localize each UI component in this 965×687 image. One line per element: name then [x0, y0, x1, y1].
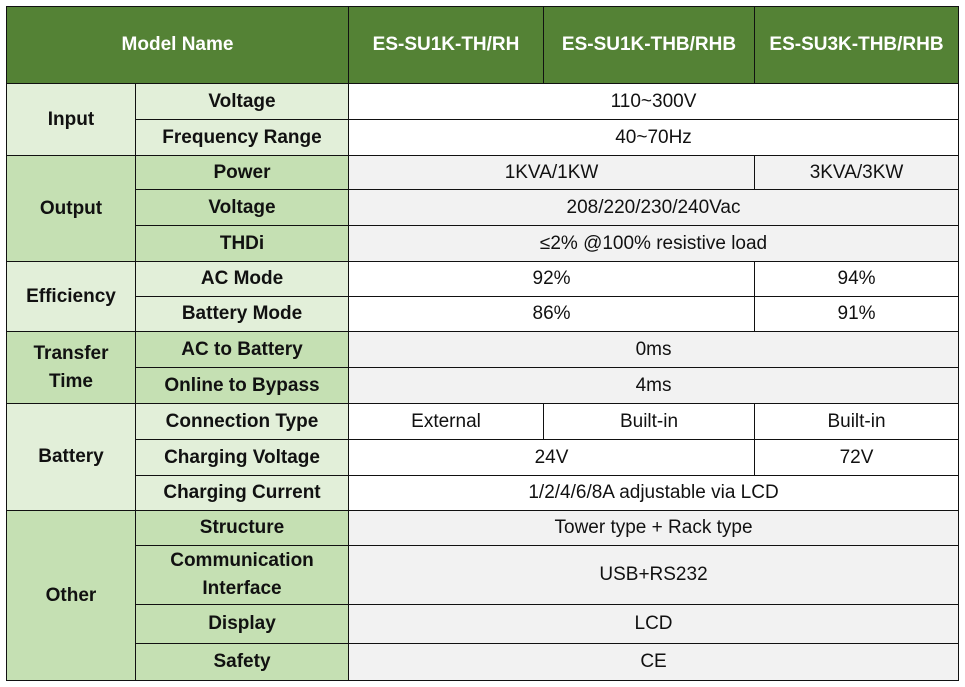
value-cell: Built-in [543, 403, 756, 440]
table-row: Safety CE [7, 643, 960, 681]
row-label: Voltage [134, 83, 350, 120]
value-cell: 3KVA/3KW [754, 155, 960, 190]
row-label: Frequency Range [134, 119, 350, 156]
value-cell: CE [348, 643, 960, 681]
value-cell: 24V [348, 439, 756, 476]
row-label: Voltage [134, 189, 350, 226]
value-cell: 94% [754, 261, 960, 297]
value-cell: 110~300V [348, 83, 960, 120]
table-row: Display LCD [7, 604, 960, 644]
value-cell: LCD [348, 604, 960, 644]
value-cell: External [348, 403, 545, 440]
value-cell: 40~70Hz [348, 119, 960, 156]
table-row: Battery Mode 86% 91% [7, 296, 960, 332]
header-row: Model Name ES-SU1K-TH/RH ES-SU1K-THB/RHB… [5, 6, 960, 84]
model-name-header: Model Name [5, 6, 350, 84]
table-row: Other Structure Tower type + Rack type [6, 510, 960, 681]
value-cell: 72V [754, 439, 960, 476]
table-row: Output Power 1KVA/1KW 3KVA/3KW [6, 155, 960, 262]
value-cell: 0ms [348, 331, 960, 368]
row-label: Display [134, 604, 350, 644]
row-label: AC to Battery [134, 331, 350, 368]
value-cell: 1/2/4/6/8A adjustable via LCD [348, 475, 960, 511]
value-cell: Built-in [754, 403, 960, 440]
table-row: Efficiency AC Mode 92% 94% [6, 261, 960, 332]
group-label: Transfer Time [6, 331, 136, 404]
row-label: THDi [134, 225, 350, 262]
group-label: Input [6, 83, 136, 156]
row-label: Battery Mode [134, 296, 350, 332]
value-cell: 91% [754, 296, 960, 332]
value-cell: ≤2% @100% resistive load [348, 225, 960, 262]
table-row: Battery Connection Type External Built-in Bu… [6, 403, 960, 511]
spec-table: Model Name ES-SU1K-TH/RH ES-SU1K-THB/RHB… [5, 6, 960, 681]
group-label: Battery [6, 403, 136, 511]
row-label: Charging Voltage [134, 439, 350, 476]
model-header: ES-SU3K-THB/RHB [754, 6, 960, 84]
row-label: Communication Interface [134, 545, 350, 605]
value-cell: USB+RS232 [348, 545, 960, 605]
group-label: Other [6, 510, 136, 681]
row-label: AC Mode [134, 261, 350, 297]
table-row: Input Voltage 110~300V [6, 83, 960, 156]
model-header: ES-SU1K-THB/RHB [543, 6, 756, 84]
value-cell: 92% [348, 261, 756, 297]
value-cell: 1KVA/1KW [348, 155, 756, 190]
row-label: Safety [134, 643, 350, 681]
group-label: Output [6, 155, 136, 262]
table-row: Communication Interface USB+RS232 [7, 545, 960, 605]
row-label: Connection Type [134, 403, 350, 440]
table-row: Charging Voltage 24V 72V [7, 439, 960, 476]
group-label: Efficiency [6, 261, 136, 332]
value-cell: 86% [348, 296, 756, 332]
table-row: Transfer Time AC to Battery 0ms [6, 331, 960, 404]
row-label: Charging Current [134, 475, 350, 511]
row-label: Structure [134, 510, 350, 546]
row-label: Online to Bypass [134, 367, 350, 404]
table-row: THDi ≤2% @100% resistive load [7, 225, 960, 262]
value-cell: Tower type + Rack type [348, 510, 960, 546]
table-row: Charging Current 1/2/4/6/8A adjustable vi… [7, 475, 960, 511]
row-label: Power [134, 155, 350, 190]
model-header: ES-SU1K-TH/RH [348, 6, 545, 84]
table-row: Voltage 208/220/230/240Vac [7, 189, 960, 226]
value-cell: 208/220/230/240Vac [348, 189, 960, 226]
table-row: Online to Bypass 4ms [7, 367, 960, 404]
table-row: Frequency Range 40~70Hz [7, 119, 960, 156]
value-cell: 4ms [348, 367, 960, 404]
